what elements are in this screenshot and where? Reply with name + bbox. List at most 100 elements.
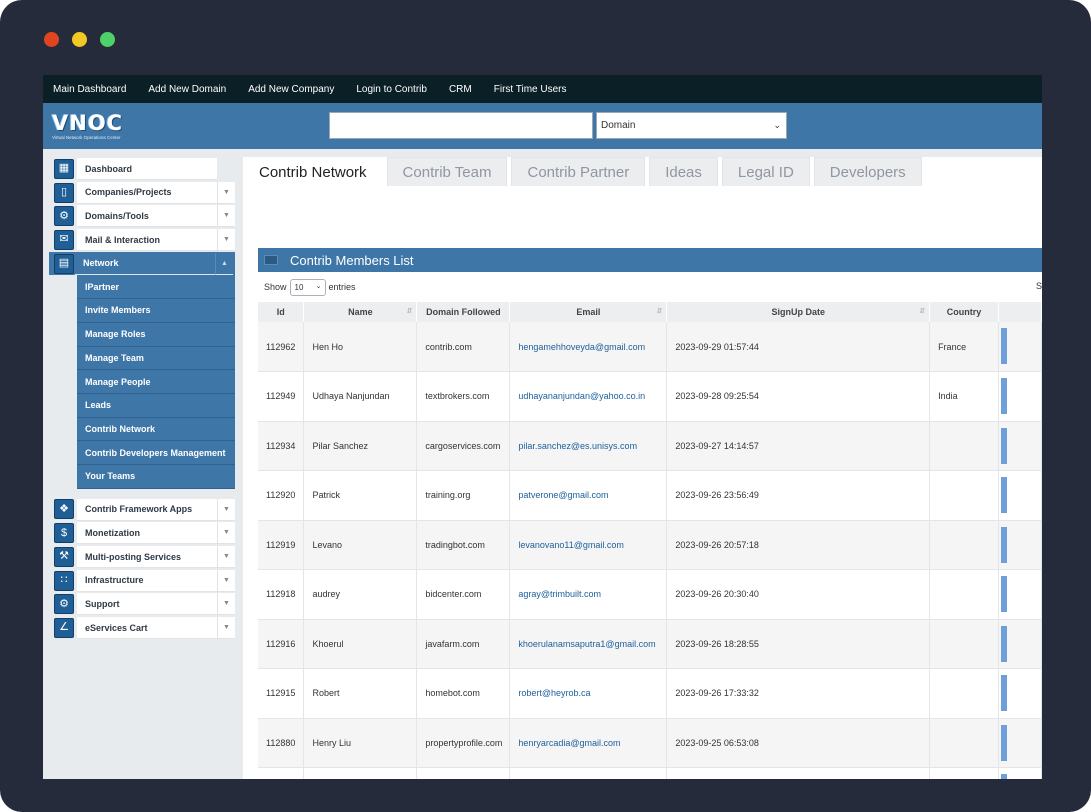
nav-add-new-company[interactable]: Add New Company [248,83,335,95]
nav-first-time-users[interactable]: First Time Users [493,83,567,95]
cell-signup-date: 2023-09-29 01:57:44 [666,322,931,372]
cell-extra [998,569,1042,620]
cell-email[interactable]: henryarcadia@gmail.com [509,718,668,768]
caret-down-icon[interactable]: ▼ [217,205,235,228]
submenu-invite-members[interactable]: Invite Members [77,299,235,323]
sidebar-item-support[interactable]: ⚙ Support ▼ [51,592,235,616]
submenu-manage-roles[interactable]: Manage Roles [77,322,235,347]
cell-name: Pilar Sanchez [303,421,418,471]
sidebar-item-label: Contrib Framework Apps [77,498,217,521]
sort-icon: ⇵ [656,308,663,315]
submenu-your-teams[interactable]: Your Teams [77,464,235,489]
submenu-manage-people[interactable]: Manage People [77,370,235,394]
caret-down-icon[interactable]: ▼ [217,569,235,592]
grid-icon: ∷ [54,570,74,591]
submenu-ipartner[interactable]: IPartner [77,275,235,300]
cell-country [929,421,1000,471]
cell-email[interactable]: udhayananjundan@yahoo.co.in [509,371,668,422]
sidebar-item-companies-projects[interactable]: ▯ Companies/Projects ▼ [51,181,235,205]
submenu-leads[interactable]: Leads [77,393,235,418]
sidebar-item-infrastructure[interactable]: ∷ Infrastructure ▼ [51,569,235,593]
submenu-manage-team[interactable]: Manage Team [77,346,235,371]
sidebar-item-network[interactable]: ▤ Network ▲ [49,251,235,276]
gear-icon: ⚙ [54,594,74,615]
members-table-body: 112962 Hen Ho contrib.com hengamehhoveyda@g… [258,322,1042,779]
tab-contrib-network[interactable]: Contrib Network [243,157,383,186]
sidebar-item-mail-interaction[interactable]: ✉ Mail & Interaction ▼ [51,228,235,252]
table-row[interactable]: 112880 Henry Liu propertyprofile.com henrya… [258,718,1042,768]
cell-email[interactable]: patverone@gmail.com [509,470,668,521]
cell-extra [998,421,1042,471]
table-row[interactable] [258,767,1042,779]
tab-legal-id[interactable]: Legal ID [721,157,810,186]
phone-icon: ▯ [54,182,74,203]
caret-down-icon[interactable]: ▼ [217,546,235,568]
sidebar-item-multi-posting-services[interactable]: ⚒ Multi-posting Services ▼ [51,545,235,569]
submenu-contrib-developers-management[interactable]: Contrib Developers Management [77,441,235,465]
nav-main-dashboard[interactable]: Main Dashboard [53,83,127,95]
table-row[interactable]: 112915 Robert homebot.com robert@heyrob.ca 2… [258,668,1042,719]
sidebar-item-label: Companies/Projects [77,181,217,204]
search-label: S [1035,281,1042,291]
nav-add-new-domain[interactable]: Add New Domain [148,83,227,95]
column-header-id[interactable]: Id [258,302,305,322]
caret-down-icon[interactable]: ▼ [217,593,235,616]
minimize-window-button[interactable] [72,32,87,47]
cell-email[interactable]: pilar.sanchez@es.unisys.com [509,421,668,471]
sidebar-item-label: Domains/Tools [77,205,217,228]
table-row[interactable]: 112919 Levano tradingbot.com levanovano11@g… [258,520,1042,570]
table-row[interactable]: 112916 Khoerul javafarm.com khoerulanamsapu… [258,619,1042,669]
column-header-domain-followed[interactable]: Domain Followed [416,302,511,322]
caret-up-icon[interactable]: ▲ [215,252,233,275]
domain-select[interactable]: Domain ⌄ [596,112,787,139]
nav-crm[interactable]: CRM [448,83,472,95]
cell-domain: bidcenter.com [416,569,511,620]
sidebar-item-dashboard[interactable]: ▦ Dashboard [51,157,235,181]
table-row[interactable]: 112949 Udhaya Nanjundan textbrokers.com udh… [258,371,1042,422]
page-length-select[interactable]: 10 ⌄ [289,278,326,296]
sidebar-item-contrib-framework-apps[interactable]: ❖ Contrib Framework Apps ▼ [51,498,235,522]
cell-email[interactable] [509,767,668,779]
sidebar-item-eservices-cart[interactable]: ∠ eServices Cart ▼ [51,616,235,640]
sidebar-item-monetization[interactable]: $ Monetization ▼ [51,521,235,545]
tab-contrib-team[interactable]: Contrib Team [386,157,508,186]
cell-email[interactable]: hengamehhoveyda@gmail.com [509,322,668,372]
cell-domain: javafarm.com [416,619,511,669]
close-window-button[interactable] [44,32,59,47]
tab-developers[interactable]: Developers [813,157,922,186]
sidebar-gap [51,489,235,498]
tab-ideas[interactable]: Ideas [649,157,718,186]
nav-login-to-contrib[interactable]: Login to Contrib [356,83,427,95]
maximize-window-button[interactable] [100,32,115,47]
cell-email[interactable]: khoerulanamsaputra1@gmail.com [509,619,668,669]
flag-icon [264,255,278,265]
table-row[interactable]: 112920 Patrick training.org patverone@gmail… [258,470,1042,521]
column-header-signup-date[interactable]: SignUp Date ⇵ [666,302,931,322]
tab-contrib-partner[interactable]: Contrib Partner [511,157,646,186]
column-header-name[interactable]: Name ⇵ [303,302,418,322]
table-row[interactable]: 112918 audrey bidcenter.com agray@trimbuilt… [258,569,1042,620]
caret-down-icon[interactable]: ▼ [217,498,235,521]
caret-down-icon[interactable]: ▼ [217,617,235,640]
column-header-country[interactable]: Country [929,302,1000,322]
column-header-extra[interactable] [998,302,1042,322]
caret-down-icon[interactable]: ▼ [217,229,235,252]
cell-country: India [929,371,1000,422]
cell-name: Udhaya Nanjundan [303,371,418,422]
caret-down-icon[interactable]: ▼ [217,181,235,204]
sidebar-item-domains-tools[interactable]: ⚙ Domains/Tools ▼ [51,204,235,228]
avatar [1001,576,1008,612]
vnoc-logo[interactable]: VNOC Virtual Network Operations Center [52,111,136,140]
cell-email[interactable]: robert@heyrob.ca [509,668,668,719]
cell-extra [998,619,1042,669]
caret-down-icon[interactable]: ▼ [217,522,235,545]
search-input[interactable] [329,112,593,139]
table-row[interactable]: 112934 Pilar Sanchez cargoservices.com pila… [258,421,1042,471]
table-row[interactable]: 112962 Hen Ho contrib.com hengamehhoveyda@g… [258,322,1042,372]
column-header-email[interactable]: Email ⇵ [509,302,668,322]
cell-email[interactable]: levanovano11@gmail.com [509,520,668,570]
submenu-contrib-network[interactable]: Contrib Network [77,417,235,442]
members-panel: Contrib Members List Show 10 ⌄ entries S [258,248,1042,779]
cell-email[interactable]: agray@trimbuilt.com [509,569,668,620]
